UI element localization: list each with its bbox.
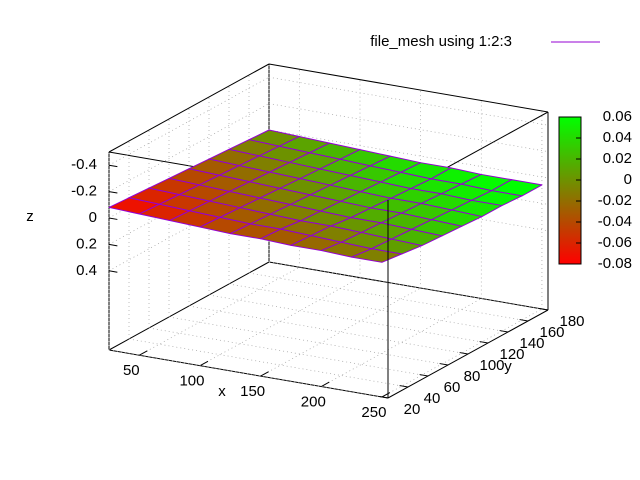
colorbar-tick-label: 0.04 [603, 129, 632, 146]
z-tick [108, 243, 118, 247]
grid-line [321, 298, 482, 387]
y-tick [379, 396, 389, 399]
colorbar-tick-label: -0.06 [598, 234, 632, 251]
x-tick-label: 50 [123, 362, 140, 379]
z-tick-label: -0.2 [71, 183, 97, 200]
box-edge [268, 63, 549, 113]
grid-line [168, 316, 449, 366]
colorbar-tick-label: 0.02 [603, 150, 632, 167]
grid-line [128, 338, 409, 388]
y-tick-label: 140 [519, 335, 544, 352]
y-tick-label: 180 [559, 313, 584, 330]
x-tick [321, 381, 330, 387]
colorbar-tick-label: 0.06 [603, 108, 632, 125]
z-tick-label: 0 [89, 209, 97, 226]
y-tick-label: 100 [479, 357, 504, 374]
z-axis-label: z [26, 208, 34, 225]
z-tick [108, 164, 118, 168]
y-axis-label: y [504, 358, 512, 375]
y-tick [519, 319, 529, 322]
grid-line [199, 277, 361, 366]
y-tick-label: 40 [424, 390, 441, 407]
y-tick-label: 120 [499, 346, 524, 363]
x-tick [260, 371, 269, 377]
x-tick-label: 250 [361, 404, 386, 421]
x-tick-label: 100 [179, 373, 204, 390]
colorbar-tick-label: -0.02 [598, 192, 632, 209]
z-tick-label: 0.4 [76, 262, 97, 279]
grid-line [139, 266, 300, 356]
grid-line [108, 103, 270, 192]
x-tick [199, 360, 209, 367]
grid-line [381, 308, 543, 398]
surface [108, 129, 543, 263]
grid-line [260, 287, 421, 377]
grid-line [268, 76, 549, 126]
colorbar [558, 116, 582, 265]
box-edge [268, 261, 549, 311]
z-tick-label: -0.4 [71, 156, 97, 173]
y-tick-label: 20 [404, 401, 421, 418]
y-tick [419, 374, 429, 377]
box-edge [108, 349, 389, 399]
y-tick [499, 330, 509, 333]
y-tick [539, 308, 549, 311]
y-tick [479, 341, 489, 344]
colorbar-tick-label: -0.08 [598, 255, 632, 272]
grid-line [148, 327, 429, 377]
y-tick [399, 385, 409, 388]
y-tick-label: 60 [444, 379, 461, 396]
grid-line [208, 294, 489, 344]
x-tick-label: 200 [301, 393, 326, 410]
grid-line [108, 76, 270, 166]
x-axis-label: x [218, 383, 226, 400]
y-tick-label: 160 [539, 324, 564, 341]
grid-line [228, 283, 509, 333]
legend-label: file_mesh using 1:2:3 [370, 33, 512, 50]
colorbar-tick-label: 0 [624, 171, 632, 188]
surface-patch [351, 248, 403, 263]
x-tick [139, 350, 148, 356]
colorbar-tick-label: -0.04 [598, 213, 632, 230]
z-tick-label: 0.2 [76, 235, 97, 252]
grid-line [188, 305, 469, 355]
x-tick [381, 392, 391, 398]
z-tick [108, 270, 118, 273]
y-tick [459, 352, 469, 355]
y-tick [439, 363, 449, 366]
y-tick-label: 80 [464, 368, 481, 385]
z-tick [108, 191, 118, 194]
x-tick-label: 150 [240, 383, 265, 400]
box-edge [108, 63, 270, 153]
z-tick [108, 217, 118, 220]
